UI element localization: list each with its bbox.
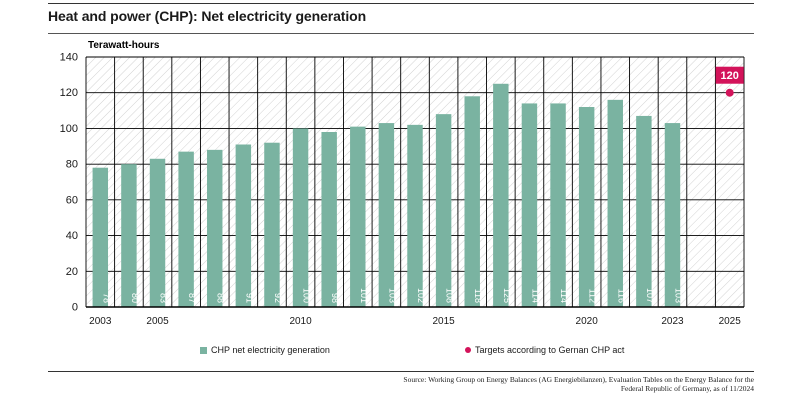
- bar-label-2021: 116: [616, 289, 626, 303]
- bar-label-2012: 101: [359, 288, 369, 303]
- bar-2023: [664, 123, 681, 307]
- bar-2011: [321, 132, 337, 307]
- x-tick-label-2020: 2020: [576, 316, 599, 327]
- bar-2003: [92, 167, 109, 307]
- bar-label-2016: 118: [473, 289, 483, 303]
- bar-2006: [178, 151, 194, 307]
- bar-label-2022: 107: [645, 288, 655, 303]
- footer-rule: [48, 371, 754, 372]
- bar-2009: [264, 142, 280, 307]
- source-note: Source: Working Group on Energy Balances…: [403, 375, 754, 393]
- bar-label-2019: 114: [559, 289, 569, 303]
- x-tick-label-2010: 2010: [289, 316, 312, 327]
- y-tick-label-80: 80: [66, 159, 78, 171]
- bar-2019: [550, 103, 566, 307]
- bar-label-2015: 108: [445, 288, 455, 303]
- bar-label-2017: 125: [502, 288, 512, 303]
- target-layer: 120: [715, 66, 744, 97]
- x-tick-label-2015: 2015: [432, 316, 455, 327]
- legend-swatch-chp: [200, 346, 207, 354]
- target-label-2025: 120: [721, 70, 739, 82]
- bar-2007: [207, 149, 223, 307]
- grid-layer: [85, 56, 745, 307]
- bar-label-2010: 100: [302, 288, 312, 303]
- bar-label-2008: 91: [244, 293, 254, 303]
- legend-item-target: Targets according to Gernan CHP act: [465, 345, 624, 355]
- bar-label-2003: 78: [101, 293, 111, 303]
- y-axis-label: Terawatt-hours: [88, 40, 160, 51]
- bar-2017: [493, 83, 509, 308]
- bar-2012: [350, 126, 366, 308]
- bar-label-2023: 103: [673, 288, 683, 303]
- x-tick-label-2023: 2023: [661, 316, 684, 327]
- chart-title: Heat and power (CHP): Net electricity ge…: [48, 8, 367, 24]
- bar-2016: [464, 96, 480, 308]
- bar-label-2009: 92: [273, 293, 283, 303]
- target-label-box-2025: [715, 66, 744, 84]
- bar-2004: [121, 164, 137, 307]
- y-tick-label-40: 40: [66, 230, 78, 242]
- target-point-2025: [725, 88, 734, 97]
- legend-label-chp: CHP net electricity generation: [211, 345, 330, 355]
- bar-2014: [407, 124, 423, 307]
- bar-label-2011: 98: [330, 293, 340, 303]
- bar-2005: [149, 158, 166, 307]
- x-tick-label-2005: 2005: [146, 316, 169, 327]
- top-rule: [48, 3, 754, 4]
- bar-2018: [521, 103, 538, 307]
- bar-label-2013: 103: [387, 288, 397, 303]
- bar-2008: [235, 144, 252, 307]
- bar-label-2004: 80: [130, 293, 140, 303]
- y-tick-label-120: 120: [60, 87, 78, 99]
- y-tick-label-60: 60: [66, 194, 78, 206]
- bar-label-2020: 112: [588, 289, 598, 303]
- legend-label-target: Targets according to Gernan CHP act: [475, 345, 625, 355]
- bar-label-2007: 88: [216, 293, 226, 303]
- title-rule: [48, 33, 754, 34]
- bar-2013: [378, 123, 395, 307]
- bar-label-2006: 87: [187, 293, 197, 303]
- bars-layer: 78 80 83 87 88 91 92 100 98 101 103 102 108 118 125 114…: [92, 83, 683, 308]
- bar-2020: [578, 107, 595, 307]
- bar-2021: [607, 99, 623, 307]
- bar-2010: [292, 128, 309, 307]
- y-tick-label-0: 0: [72, 302, 78, 314]
- legend-item-chp: CHP net electricity generation: [200, 345, 330, 355]
- y-tick-label-20: 20: [66, 266, 78, 278]
- bar-label-2005: 83: [159, 293, 169, 303]
- bar-label-2018: 114: [530, 289, 540, 303]
- axis-layer: 0 20 40 60 80 100 120 140 2003 2005 2010 2015 2020 20…: [60, 52, 744, 327]
- y-tick-label-140: 140: [60, 52, 78, 64]
- legend-dot-target: [465, 347, 471, 353]
- y-tick-label-100: 100: [60, 123, 78, 135]
- bar-2015: [435, 114, 452, 308]
- x-tick-label-2025: 2025: [719, 316, 742, 327]
- bar-2022: [636, 115, 652, 307]
- bar-label-2014: 102: [416, 288, 426, 303]
- x-tick-label-2003: 2003: [89, 316, 112, 327]
